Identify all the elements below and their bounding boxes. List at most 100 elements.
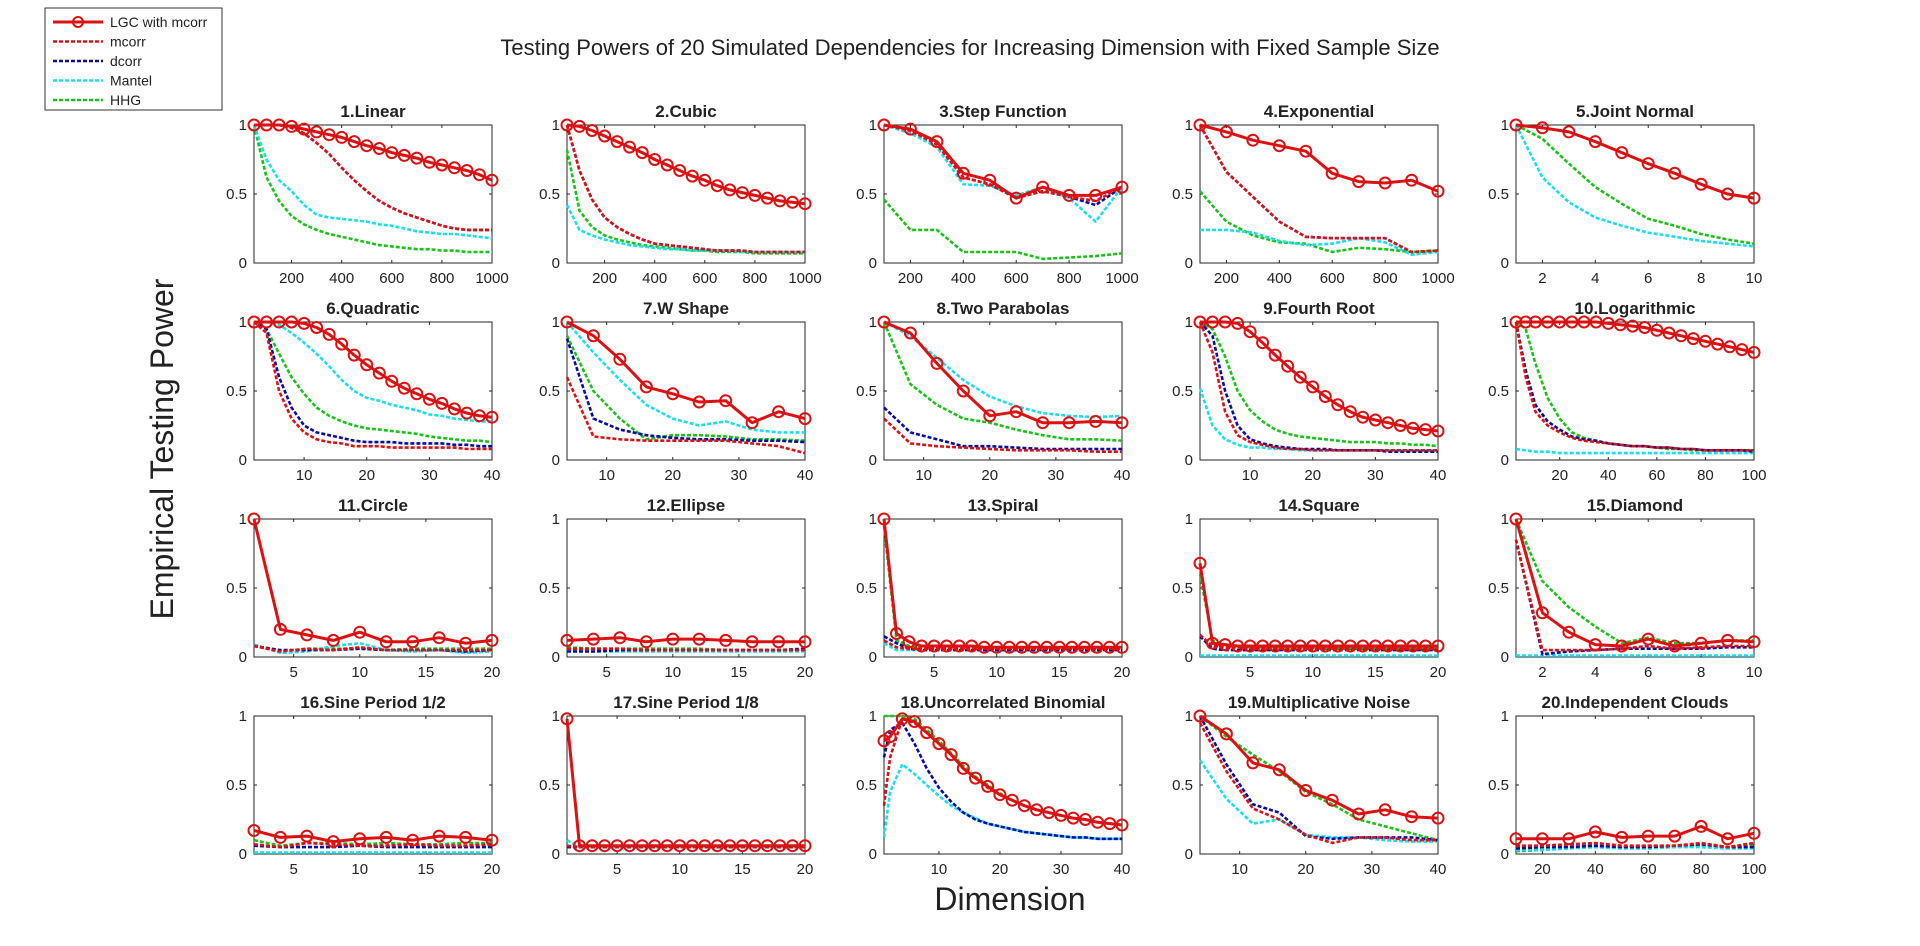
series-lgc-with-mcorr	[1509, 512, 1761, 653]
y-tick-label: 0.5	[856, 186, 877, 203]
x-tick-label: 8	[1697, 664, 1705, 681]
x-tick-label: 15	[1367, 664, 1384, 681]
data-point	[1318, 639, 1332, 653]
y-tick-label: 0	[1185, 649, 1193, 666]
x-tick-label: 5	[602, 664, 610, 681]
data-point	[1638, 321, 1652, 334]
data-point	[1219, 727, 1233, 741]
data-point	[1668, 166, 1682, 180]
subplot-title: 2.Cubic	[655, 102, 716, 121]
legend-label: HHG	[110, 92, 141, 108]
series-line	[1200, 228, 1439, 256]
data-point	[1009, 405, 1023, 419]
series-line	[1514, 518, 1755, 648]
series-line	[1516, 841, 1755, 849]
data-point	[273, 830, 287, 844]
data-point	[745, 635, 759, 649]
data-point	[1662, 326, 1676, 340]
x-tick-label: 100	[1741, 467, 1766, 484]
series-mcorr	[883, 123, 1123, 203]
series-line	[566, 636, 805, 644]
data-point	[1268, 348, 1282, 362]
series-line	[567, 647, 805, 652]
data-point	[1030, 803, 1044, 817]
x-tick-label: 1000	[1421, 270, 1454, 287]
series-line	[566, 320, 806, 425]
series-lgc-with-mcorr	[560, 712, 812, 853]
x-tick-label: 20	[797, 664, 814, 681]
subplot-axes-box	[1199, 124, 1439, 264]
data-point	[435, 158, 449, 172]
data-point	[360, 139, 374, 153]
data-point	[335, 130, 349, 144]
data-point	[990, 640, 1004, 654]
series-mcorr	[253, 644, 492, 653]
y-tick-label: 1	[552, 511, 560, 528]
data-point	[1040, 640, 1054, 654]
data-point	[397, 381, 411, 395]
data-point	[1431, 424, 1445, 438]
series-line	[1199, 123, 1439, 193]
subplot-title: 20.Independent Clouds	[1541, 693, 1728, 712]
data-point	[385, 146, 399, 160]
x-tick-label: 10	[296, 467, 313, 484]
data-point	[1519, 315, 1533, 329]
data-point	[1588, 825, 1602, 839]
x-tick-label: 5	[1246, 664, 1254, 681]
y-tick-label: 0.5	[539, 580, 560, 597]
x-tick-label: 20	[1114, 664, 1131, 681]
series-line	[253, 841, 493, 849]
data-point	[1243, 639, 1257, 653]
y-tick-label: 1	[552, 117, 560, 134]
y-tick-label: 1	[239, 117, 247, 134]
data-point	[1562, 125, 1576, 139]
data-point	[1256, 336, 1270, 350]
subplot-title: 18.Uncorrelated Binomial	[900, 693, 1105, 712]
series-mantel	[566, 321, 805, 434]
data-point	[1066, 811, 1080, 825]
data-point	[983, 409, 997, 423]
subplot-title: 5.Joint Normal	[1576, 102, 1694, 121]
series-line	[1515, 123, 1755, 200]
series-mantel	[1198, 759, 1438, 843]
data-point	[969, 771, 982, 785]
y-tick-label: 0.5	[226, 186, 247, 203]
data-point	[1331, 398, 1345, 412]
x-tick-label: 40	[797, 467, 814, 484]
series-lgc-with-mcorr	[247, 512, 499, 650]
subplot-axes-box	[1515, 124, 1755, 264]
x-tick-label: 800	[429, 270, 454, 287]
x-tick-label: 400	[951, 270, 976, 287]
data-point	[1721, 633, 1735, 647]
data-point	[1528, 315, 1542, 329]
data-point	[1381, 416, 1395, 430]
y-tick-label: 0.5	[539, 777, 560, 794]
series-line	[1514, 539, 1754, 656]
data-point	[692, 395, 706, 409]
x-tick-label: 200	[1214, 270, 1239, 287]
data-point	[1641, 157, 1655, 171]
legend-entry-mantel: Mantel	[53, 73, 152, 89]
data-point	[1078, 813, 1092, 826]
x-tick-label: 800	[742, 270, 767, 287]
subplot-title: 3.Step Function	[939, 102, 1067, 121]
data-point	[598, 839, 612, 853]
data-point	[1356, 639, 1370, 653]
x-tick-label: 40	[1114, 861, 1131, 878]
series-lgc-with-mcorr	[877, 118, 1129, 205]
series-dcorr	[882, 721, 1122, 841]
data-point	[273, 622, 287, 636]
y-tick-label: 0.5	[226, 580, 247, 597]
y-tick-label: 1	[1501, 314, 1509, 331]
series-line	[1198, 715, 1439, 842]
data-point	[406, 635, 420, 649]
data-point	[673, 839, 687, 853]
data-point	[1562, 832, 1576, 846]
data-point	[1419, 639, 1432, 653]
data-point	[1553, 315, 1567, 329]
y-tick-label: 1	[869, 117, 877, 134]
data-point	[585, 839, 599, 853]
data-point	[598, 129, 612, 143]
subplot-title: 13.Spiral	[968, 496, 1039, 515]
